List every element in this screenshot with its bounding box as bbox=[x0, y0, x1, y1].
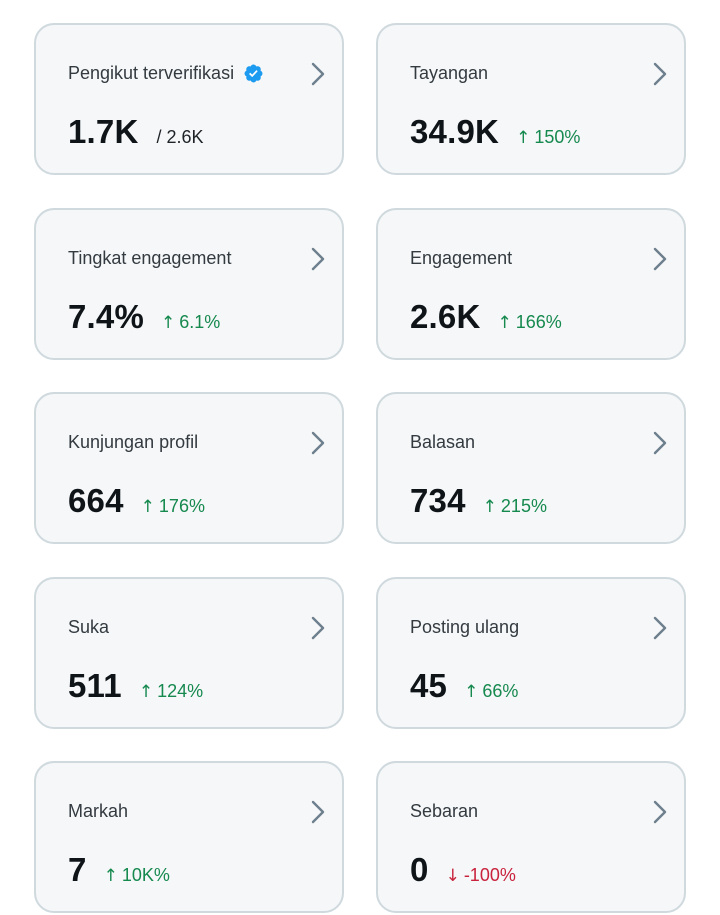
stat-value: 2.6K bbox=[410, 298, 481, 335]
stat-card-reposts[interactable]: Posting ulang 45 ↑ 66% bbox=[376, 577, 686, 729]
arrow-up-icon: ↑ bbox=[103, 866, 118, 886]
stat-label-text: Sebaran bbox=[410, 801, 479, 821]
stat-card-verified-followers[interactable]: Pengikut terverifikasi 1.7K / 2.6K bbox=[34, 23, 344, 175]
stat-value-line: 1.7K / 2.6K bbox=[68, 113, 204, 151]
stat-label-text: Tayangan bbox=[410, 63, 489, 83]
stat-value-line: 734 ↑ 215% bbox=[410, 482, 547, 520]
stat-label-text: Markah bbox=[68, 801, 129, 821]
stat-card-likes[interactable]: Suka 511 ↑ 124% bbox=[34, 577, 344, 729]
verified-badge-icon bbox=[244, 64, 263, 83]
stat-card-engagement-rate[interactable]: Tingkat engagement 7.4% ↑ 6.1% bbox=[34, 208, 344, 360]
stat-label-text: Tingkat engagement bbox=[68, 248, 232, 268]
stat-value: 7 bbox=[68, 851, 87, 888]
stat-value: 0 bbox=[410, 851, 429, 888]
stat-label: Pengikut terverifikasi bbox=[68, 63, 264, 84]
stat-value: 7.4% bbox=[68, 298, 145, 335]
stat-label-text: Engagement bbox=[410, 248, 513, 268]
arrow-up-icon: ↑ bbox=[161, 313, 176, 333]
stat-label: Engagement bbox=[410, 248, 512, 269]
stat-change: ↑ 215% bbox=[483, 496, 547, 517]
stat-change: ↑ 66% bbox=[464, 681, 518, 702]
stat-value-line: 664 ↑ 176% bbox=[68, 482, 205, 520]
stat-card-impressions[interactable]: Tayangan 34.9K ↑ 150% bbox=[376, 23, 686, 175]
stat-label-text: Kunjungan profil bbox=[68, 432, 199, 452]
stat-value: 511 bbox=[68, 667, 122, 704]
stat-value: 45 bbox=[410, 667, 448, 704]
arrow-up-icon: ↑ bbox=[497, 313, 512, 333]
stat-label-text: Suka bbox=[68, 617, 110, 637]
stat-card-shares[interactable]: Sebaran 0 ↓ -100% bbox=[376, 761, 686, 913]
stat-change-value: 176% bbox=[158, 496, 205, 516]
chevron-right-icon bbox=[311, 62, 325, 86]
stat-value-line: 34.9K ↑ 150% bbox=[410, 113, 580, 151]
chevron-right-icon bbox=[653, 62, 667, 86]
stat-change: ↑ 10K% bbox=[104, 865, 170, 886]
stat-card-profile-visits[interactable]: Kunjungan profil 664 ↑ 176% bbox=[34, 392, 344, 544]
stat-value-line: 45 ↑ 66% bbox=[410, 667, 518, 705]
stat-label-text: Balasan bbox=[410, 432, 476, 452]
stat-label: Balasan bbox=[410, 432, 475, 453]
stat-label-text: Pengikut terverifikasi bbox=[68, 63, 235, 83]
stat-value: 34.9K bbox=[410, 113, 500, 150]
stat-value-line: 7 ↑ 10K% bbox=[68, 851, 170, 889]
chevron-right-icon bbox=[311, 247, 325, 271]
stat-label-text: Posting ulang bbox=[410, 617, 520, 637]
chevron-right-icon bbox=[311, 616, 325, 640]
chevron-right-icon bbox=[653, 800, 667, 824]
stat-change: ↑ 6.1% bbox=[161, 312, 220, 333]
stat-change-value: 215% bbox=[500, 496, 547, 516]
arrow-down-icon: ↓ bbox=[445, 866, 460, 886]
stat-value: 664 bbox=[68, 482, 124, 519]
stat-change: ↑ 166% bbox=[498, 312, 562, 333]
stat-change-value: -100% bbox=[463, 865, 516, 885]
stat-change-value: 66% bbox=[482, 681, 519, 701]
arrow-up-icon: ↑ bbox=[464, 682, 479, 702]
arrow-up-icon: ↑ bbox=[138, 682, 154, 702]
stat-value: 1.7K bbox=[68, 113, 139, 150]
stat-value-line: 2.6K ↑ 166% bbox=[410, 298, 562, 336]
stat-change-value: 150% bbox=[534, 127, 581, 147]
stat-value-line: 511 ↑ 124% bbox=[68, 667, 203, 705]
stat-change-value: 124% bbox=[157, 681, 204, 701]
stat-label: Sebaran bbox=[410, 801, 478, 822]
chevron-right-icon bbox=[653, 431, 667, 455]
stat-value-line: 0 ↓ -100% bbox=[410, 851, 516, 889]
arrow-up-icon: ↑ bbox=[140, 497, 155, 517]
stat-label: Posting ulang bbox=[410, 617, 519, 638]
stat-card-replies[interactable]: Balasan 734 ↑ 215% bbox=[376, 392, 686, 544]
chevron-right-icon bbox=[653, 616, 667, 640]
stat-change-value: 10K% bbox=[121, 865, 170, 885]
chevron-right-icon bbox=[311, 800, 325, 824]
arrow-up-icon: ↑ bbox=[516, 128, 531, 148]
stat-value-line: 7.4% ↑ 6.1% bbox=[68, 298, 220, 336]
stat-change: ↑ 124% bbox=[139, 681, 203, 702]
stat-value: 734 bbox=[410, 482, 466, 519]
stat-card-bookmarks[interactable]: Markah 7 ↑ 10K% bbox=[34, 761, 344, 913]
stat-change: ↓ -100% bbox=[446, 865, 516, 886]
stat-label: Tingkat engagement bbox=[68, 248, 231, 269]
stat-label: Suka bbox=[68, 617, 109, 638]
arrow-up-icon: ↑ bbox=[482, 497, 497, 517]
chevron-right-icon bbox=[311, 431, 325, 455]
chevron-right-icon bbox=[653, 247, 667, 271]
stat-card-engagement[interactable]: Engagement 2.6K ↑ 166% bbox=[376, 208, 686, 360]
stat-change: ↑ 150% bbox=[516, 127, 580, 148]
stat-label: Kunjungan profil bbox=[68, 432, 198, 453]
stat-change-value: 166% bbox=[515, 312, 562, 332]
stat-label: Markah bbox=[68, 801, 128, 822]
stat-change-value: 6.1% bbox=[179, 312, 221, 332]
stat-total: / 2.6K bbox=[156, 127, 204, 147]
stat-change: ↑ 176% bbox=[141, 496, 205, 517]
stat-label: Tayangan bbox=[410, 63, 488, 84]
